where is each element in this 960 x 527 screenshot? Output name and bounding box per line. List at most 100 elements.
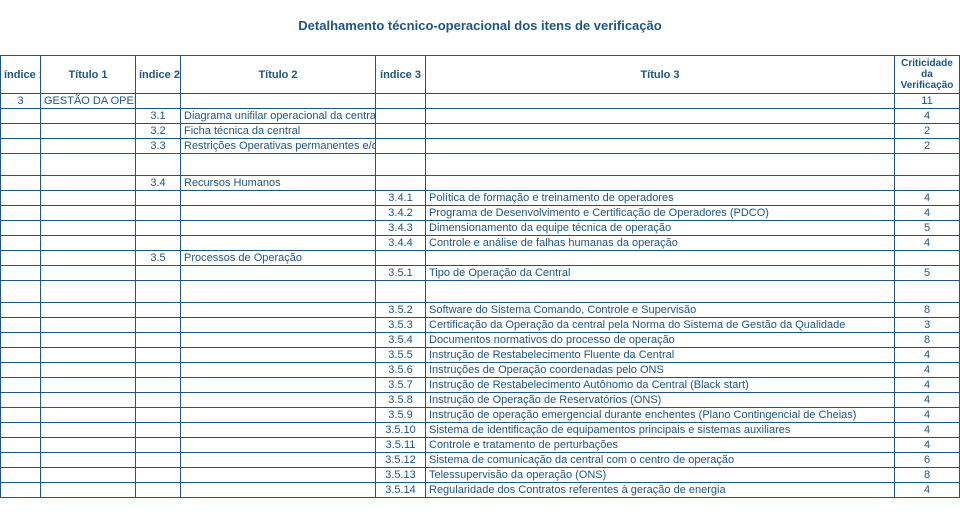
cell-idx1 xyxy=(1,408,41,423)
cell-idx2 xyxy=(136,94,181,109)
cell-idx1 xyxy=(1,251,41,266)
cell-crit: 4 xyxy=(895,191,960,206)
cell-idx3: 3.5.5 xyxy=(376,348,426,363)
table-row: 3.5.8Instrução de Operação de Reservatór… xyxy=(1,393,960,408)
cell-t2 xyxy=(181,378,376,393)
cell-t1 xyxy=(41,348,136,363)
h-t1: Título 1 xyxy=(41,56,136,94)
table-row: 3.4.2Programa de Desenvolvimento e Certi… xyxy=(1,206,960,221)
cell-idx3: 3.5.6 xyxy=(376,363,426,378)
cell-t1 xyxy=(41,363,136,378)
cell-t1 xyxy=(41,206,136,221)
table-row: 3.5.12Sistema de comunicação da central … xyxy=(1,453,960,468)
cell-crit: 4 xyxy=(895,408,960,423)
cell-t2 xyxy=(181,453,376,468)
cell-t2 xyxy=(181,438,376,453)
cell-t3: Sistema de identificação de equipamentos… xyxy=(426,423,895,438)
cell-idx1 xyxy=(1,236,41,251)
cell-idx2 xyxy=(136,363,181,378)
cell-t1 xyxy=(41,453,136,468)
cell-t1 xyxy=(41,266,136,281)
cell-t2: Recursos Humanos xyxy=(181,176,376,191)
cell-idx2 xyxy=(136,266,181,281)
cell-crit: 8 xyxy=(895,333,960,348)
cell-idx1 xyxy=(1,221,41,236)
cell-crit: 6 xyxy=(895,453,960,468)
cell-idx3: 3.5.3 xyxy=(376,318,426,333)
cell-crit: 8 xyxy=(895,468,960,483)
cell-crit: 8 xyxy=(895,303,960,318)
cell-t1 xyxy=(41,438,136,453)
cell-t3: Controle e tratamento de perturbações xyxy=(426,438,895,453)
cell-t1 xyxy=(41,333,136,348)
cell-crit: 4 xyxy=(895,236,960,251)
table-row: 3.5.2Software do Sistema Comando, Contro… xyxy=(1,303,960,318)
cell-crit: 11 xyxy=(895,94,960,109)
header-row: índice 1 Título 1 índice 2 Título 2 índi… xyxy=(1,56,960,94)
cell-idx2: 3.4 xyxy=(136,176,181,191)
cell-t3 xyxy=(426,109,895,124)
cell-idx2 xyxy=(136,318,181,333)
table-row: 3.4.3Dimensionamento da equipe técnica d… xyxy=(1,221,960,236)
cell-t2 xyxy=(181,333,376,348)
cell-t1 xyxy=(41,139,136,154)
table-row: 3.5.10Sistema de identificação de equipa… xyxy=(1,423,960,438)
cell-t2 xyxy=(181,221,376,236)
cell-idx1 xyxy=(1,348,41,363)
cell-idx3: 3.4.4 xyxy=(376,236,426,251)
cell-crit: 4 xyxy=(895,378,960,393)
cell-idx3: 3.4.1 xyxy=(376,191,426,206)
cell-idx1 xyxy=(1,378,41,393)
cell-t3 xyxy=(426,124,895,139)
table-row: 3.5.14Regularidade dos Contratos referen… xyxy=(1,483,960,498)
cell-t2 xyxy=(181,236,376,251)
cell-idx3: 3.5.14 xyxy=(376,483,426,498)
cell-t2 xyxy=(181,483,376,498)
cell-idx1 xyxy=(1,206,41,221)
cell-t1 xyxy=(41,408,136,423)
cell-t2: Processos de Operação xyxy=(181,251,376,266)
cell-t2 xyxy=(181,363,376,378)
table-row: 3.4.4Controle e análise de falhas humana… xyxy=(1,236,960,251)
cell-crit: 4 xyxy=(895,393,960,408)
cell-idx3: 3.5.1 xyxy=(376,266,426,281)
cell-crit: 4 xyxy=(895,206,960,221)
cell-t3: Dimensionamento da equipe técnica de ope… xyxy=(426,221,895,236)
cell-idx3: 3.5.9 xyxy=(376,408,426,423)
cell-idx1 xyxy=(1,176,41,191)
table-row: 3.1Diagrama unifilar operacional da cent… xyxy=(1,109,960,124)
cell-crit: 5 xyxy=(895,266,960,281)
cell-t2 xyxy=(181,94,376,109)
cell-t3: Instrução de Operação de Reservatórios (… xyxy=(426,393,895,408)
cell-idx2 xyxy=(136,393,181,408)
verification-table: índice 1 Título 1 índice 2 Título 2 índi… xyxy=(0,55,960,498)
cell-idx3: 3.5.7 xyxy=(376,378,426,393)
table-row: 3.5.6Instruções de Operação coordenadas … xyxy=(1,363,960,378)
cell-idx2 xyxy=(136,221,181,236)
cell-t3: Documentos normativos do processo de ope… xyxy=(426,333,895,348)
cell-idx3: 3.5.10 xyxy=(376,423,426,438)
table-row: 3GESTÃO DA OPERAÇÃO11 xyxy=(1,94,960,109)
cell-crit xyxy=(895,176,960,191)
h-t3: Título 3 xyxy=(426,56,895,94)
cell-idx3 xyxy=(376,139,426,154)
table-row: 3.5Processos de Operação xyxy=(1,251,960,266)
cell-idx1: 3 xyxy=(1,94,41,109)
table-row xyxy=(1,281,960,303)
cell-t2 xyxy=(181,393,376,408)
cell-idx1 xyxy=(1,393,41,408)
cell-idx2 xyxy=(136,378,181,393)
cell-t2 xyxy=(181,266,376,281)
cell-crit: 4 xyxy=(895,363,960,378)
cell-crit: 4 xyxy=(895,348,960,363)
cell-idx3: 3.5.13 xyxy=(376,468,426,483)
cell-t1 xyxy=(41,468,136,483)
cell-t1 xyxy=(41,176,136,191)
cell-idx1 xyxy=(1,363,41,378)
cell-t1 xyxy=(41,378,136,393)
cell-t1 xyxy=(41,236,136,251)
cell-t3 xyxy=(426,176,895,191)
table-row: 3.5.5Instrução de Restabelecimento Fluen… xyxy=(1,348,960,363)
cell-idx1 xyxy=(1,109,41,124)
cell-idx2 xyxy=(136,423,181,438)
